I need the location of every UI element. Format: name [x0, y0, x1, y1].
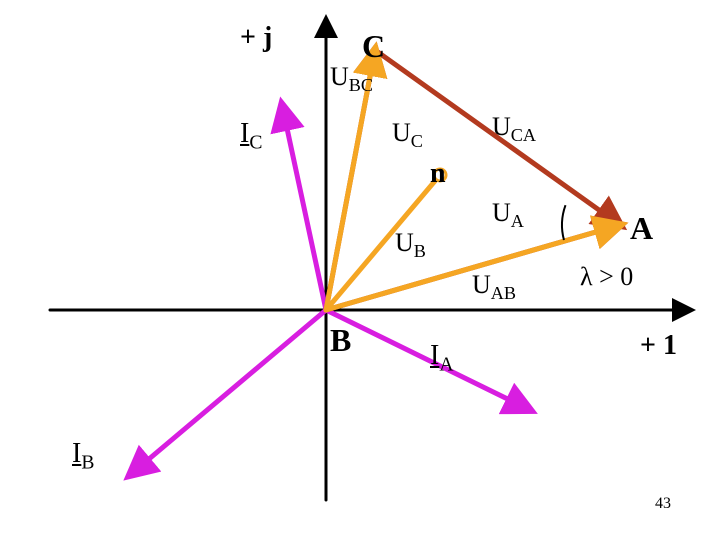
label-U-B: UB: [395, 228, 426, 262]
label-I-A: IA: [430, 340, 453, 377]
label-U-BC: UBC: [330, 62, 373, 96]
vertex-B: B: [330, 322, 351, 359]
label-U-C: UC: [392, 118, 423, 152]
axis-label-plus-j: + j: [240, 22, 272, 54]
label-I-B: IB: [72, 438, 94, 475]
label-U-CA: UCA: [492, 112, 536, 146]
vertex-A: A: [630, 210, 653, 247]
label-lambda: λ > 0: [580, 262, 633, 292]
label-I-C: IC: [240, 118, 262, 155]
neutral-n: n: [430, 158, 446, 190]
axis-label-plus-1: + 1: [640, 330, 677, 362]
vertex-C: C: [362, 28, 385, 65]
label-U-AB: UAB: [472, 270, 516, 304]
label-U-A: UA: [492, 198, 524, 232]
page-number: 43: [655, 495, 671, 513]
